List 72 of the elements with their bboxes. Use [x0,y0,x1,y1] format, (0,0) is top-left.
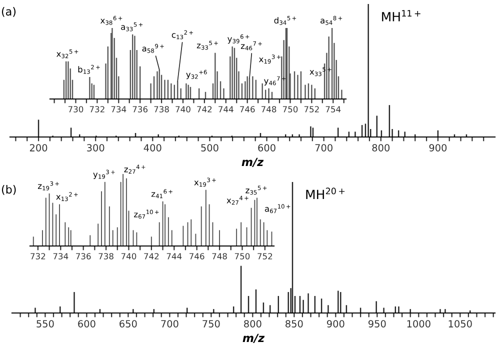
annotation: a$_{58}$$^{9+}$ [142,44,164,53]
annotation: b$_{13}$$^{2+}$ [78,64,100,74]
x-tick-label: 750 [202,320,220,328]
x-tick-label: 732 [30,253,46,260]
x-tick-label: 746 [190,253,204,260]
x-tick-label: 732 [90,106,104,112]
x-tick-label: 748 [262,106,276,112]
x-tick-label: 742 [144,253,159,260]
x-tick-label: 950 [368,320,386,328]
annotation: a$_{33}$$^{5+}$ [121,22,143,32]
annotation: MH$^{20+}$ [306,188,345,199]
x-tick-label: 746 [240,106,255,112]
x-tick-label: 754 [326,106,341,112]
chart-title: (b) [2,185,16,195]
annotation: MH$^{11+}$ [382,10,420,22]
annotation: z$_{19}$$^{3+}$ [38,181,59,190]
x-tick-label: 738 [154,106,169,112]
x-tick-label: 300 [87,144,104,152]
chart-title: (a) [2,7,16,17]
x-tick-label: 734 [111,106,126,112]
annotation: z$_{27}$$^{4+}$ [124,164,146,174]
x-tick-label: 1050 [448,320,472,328]
annotation: d$_{34}$$^{5+}$ [274,16,296,25]
annotation: y$_{39}$$^{6+}$ [228,34,250,44]
x-axis-title: m/z [242,158,264,167]
annotation: x$_{13}$$^{2+}$ [56,192,78,202]
annotation: a$_{67}$$^{10+}$ [264,204,290,214]
x-tick-label: 700 [161,320,178,328]
x-tick-label: 750 [234,253,250,260]
x-tick-label: 800 [244,320,262,328]
x-tick-label: 600 [78,320,96,328]
x-tick-label: 740 [176,106,190,112]
annotation: x$_{19}$$^{3+}$ [194,178,216,187]
annotation: z$_{33}$$^{5+}$ [196,40,218,50]
x-tick-label: 748 [212,253,227,260]
annotation: x$_{32}$$^{5+}$ [56,49,78,58]
x-tick-label: 750 [282,106,298,112]
annotation: z$_{41}$$^{6+}$ [151,189,172,198]
x-tick-label: 734 [53,253,68,260]
annotation: z$_{46}$$^{7+}$ [240,41,262,50]
annotation: y$_{32}$$^{+6}$ [186,70,207,80]
x-tick-label: 752 [258,253,272,260]
annotation: z$_{67}$$^{10+}$ [134,210,159,219]
annotation: x$_{38}$$^{6+}$ [100,16,122,25]
annotation: a$_{54}$$^{8+}$ [320,16,342,25]
x-tick-label: 700 [315,144,332,152]
x-tick-label: 900 [429,144,447,152]
x-tick-label: 500 [201,144,218,152]
x-tick-label: 800 [372,144,390,152]
x-tick-label: 738 [98,253,114,260]
x-tick-label: 736 [76,253,91,260]
x-tick-label: 850 [286,320,303,328]
x-tick-label: 400 [144,144,162,152]
x-tick-label: 742 [197,106,212,112]
annotation: z$_{35}$$^{5+}$ [246,186,267,195]
x-tick-label: 200 [30,144,48,152]
x-tick-label: 744 [218,106,234,112]
annotation: y$_{19}$$^{3+}$ [93,170,115,180]
x-tick-label: 740 [121,253,136,260]
x-tick-label: 900 [326,320,344,328]
x-tick-label: 752 [304,106,319,112]
x-tick-label: 744 [166,253,182,260]
x-tick-label: 1000 [407,320,430,328]
x-tick-label: 650 [120,320,137,328]
x-tick-label: 550 [36,320,54,328]
x-tick-label: 736 [132,106,148,112]
annotation: x$_{27}$$^{4+}$ [226,196,248,205]
annotation: c$_{13}$$^{2+}$ [172,30,193,40]
x-tick-label: 600 [258,144,276,152]
annotation: x$_{19}$$^{3+}$ [258,54,281,64]
x-axis-title: m/z [242,334,265,343]
x-tick-label: 730 [68,106,84,112]
